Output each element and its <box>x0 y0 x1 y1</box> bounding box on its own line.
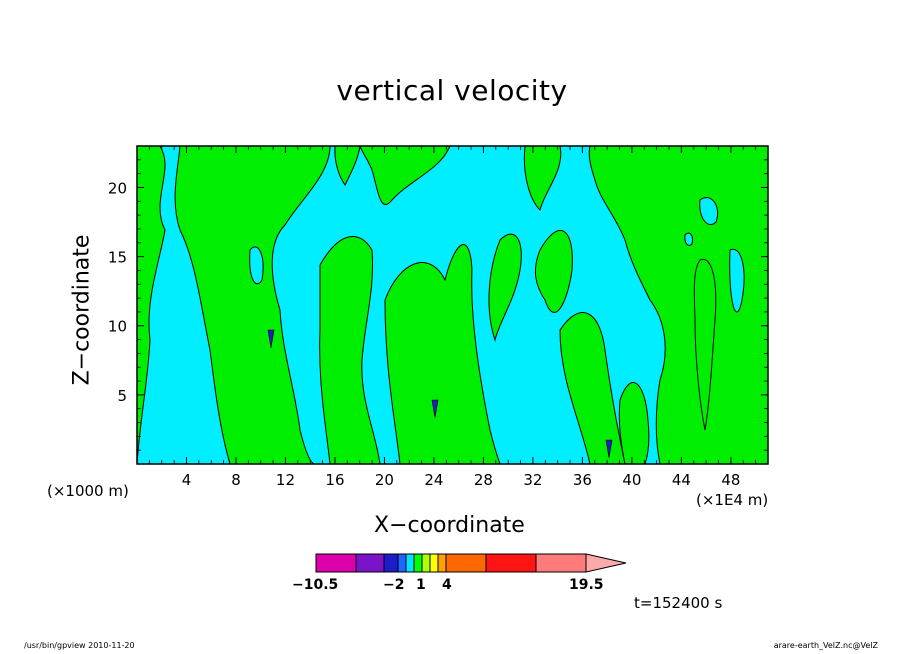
positive-region-6 <box>488 233 522 342</box>
positive-region-2 <box>334 146 361 186</box>
footer-program-label: /usr/bin/gpview 2010-11-20 <box>24 641 135 650</box>
colorbar-segment-5 <box>413 553 423 573</box>
x-tick-label-0: 4 <box>182 471 192 489</box>
x-ticks: 4 8 12 16 20 24 28 32 36 40 44 48 <box>148 146 757 489</box>
colorbar-segment-10 <box>485 553 537 573</box>
positive-region-0 <box>137 146 166 464</box>
footer-file-label: arare-earth_VelZ.nc@VelZ <box>773 641 878 650</box>
positive-region-12 <box>693 258 717 431</box>
colorbar-segment-2 <box>383 553 399 573</box>
positive-region-7 <box>523 146 562 211</box>
positive-region-1 <box>174 146 331 464</box>
negative-region-1 <box>699 197 718 225</box>
x-tick-label-1: 8 <box>231 471 241 489</box>
negative-region-2 <box>729 248 745 313</box>
colorbar-label-1: 1 <box>416 577 426 593</box>
x-tick-label-3: 16 <box>325 471 344 489</box>
colorbar <box>315 553 627 573</box>
x-tick-label-9: 40 <box>622 471 641 489</box>
y-tick-label-1: 10 <box>108 318 127 336</box>
colorbar-label-4: 4 <box>442 577 452 593</box>
x-tick-label-10: 44 <box>672 471 691 489</box>
positive-region-10 <box>588 146 768 464</box>
x-tick-label-6: 28 <box>474 471 493 489</box>
positive-region-3 <box>319 236 381 464</box>
x-tick-label-11: 48 <box>721 471 740 489</box>
positive-region-8 <box>534 229 573 313</box>
x-unit-label: (×1000 m) <box>47 482 129 500</box>
colorbar-segment-3 <box>397 553 407 573</box>
x-scale-label: (×1E4 m) <box>696 491 769 509</box>
colorbar-segment-4 <box>405 553 415 573</box>
x-tick-label-7: 32 <box>523 471 542 489</box>
colorbar-label-neg2: −2 <box>383 577 405 593</box>
x-tick-label-8: 36 <box>573 471 592 489</box>
positive-region-4 <box>359 146 451 206</box>
colorbar-segment-7 <box>429 553 439 573</box>
chart-title: vertical velocity <box>336 74 568 107</box>
strong-value-mark-1 <box>431 399 439 419</box>
y-axis-label: Z−coordinate <box>69 234 95 386</box>
time-label: t=152400 s <box>634 594 723 612</box>
x-tick-label-4: 20 <box>375 471 394 489</box>
y-tick-label-0: 5 <box>117 387 127 405</box>
strong-value-mark-0 <box>267 329 275 349</box>
colorbar-label-max: 19.5 <box>569 577 604 593</box>
colorbar-segment-11 <box>535 553 587 573</box>
y-tick-label-2: 15 <box>108 249 127 267</box>
positive-region-5 <box>384 244 501 464</box>
plot-frame <box>136 145 769 465</box>
y-ticks: 5 10 15 20 <box>108 159 768 451</box>
colorbar-label-min: −10.5 <box>292 577 339 593</box>
positive-region-11 <box>618 382 650 464</box>
x-tick-label-2: 12 <box>276 471 295 489</box>
colorbar-segment-0 <box>315 553 357 573</box>
y-tick-label-3: 20 <box>108 179 127 197</box>
x-axis-label: X−coordinate <box>374 513 525 538</box>
x-tick-label-5: 24 <box>424 471 443 489</box>
velocity-field <box>137 146 768 464</box>
colorbar-segment-6 <box>421 553 431 573</box>
colorbar-segment-1 <box>355 553 385 573</box>
colorbar-segment-9 <box>445 553 487 573</box>
colorbar-segment-8 <box>437 553 447 573</box>
negative-region-3 <box>684 232 693 246</box>
colorbar-extend-arrow <box>585 553 627 573</box>
negative-region-0 <box>249 246 264 285</box>
positive-region-9 <box>559 312 626 464</box>
strong-value-mark-2 <box>605 439 613 459</box>
